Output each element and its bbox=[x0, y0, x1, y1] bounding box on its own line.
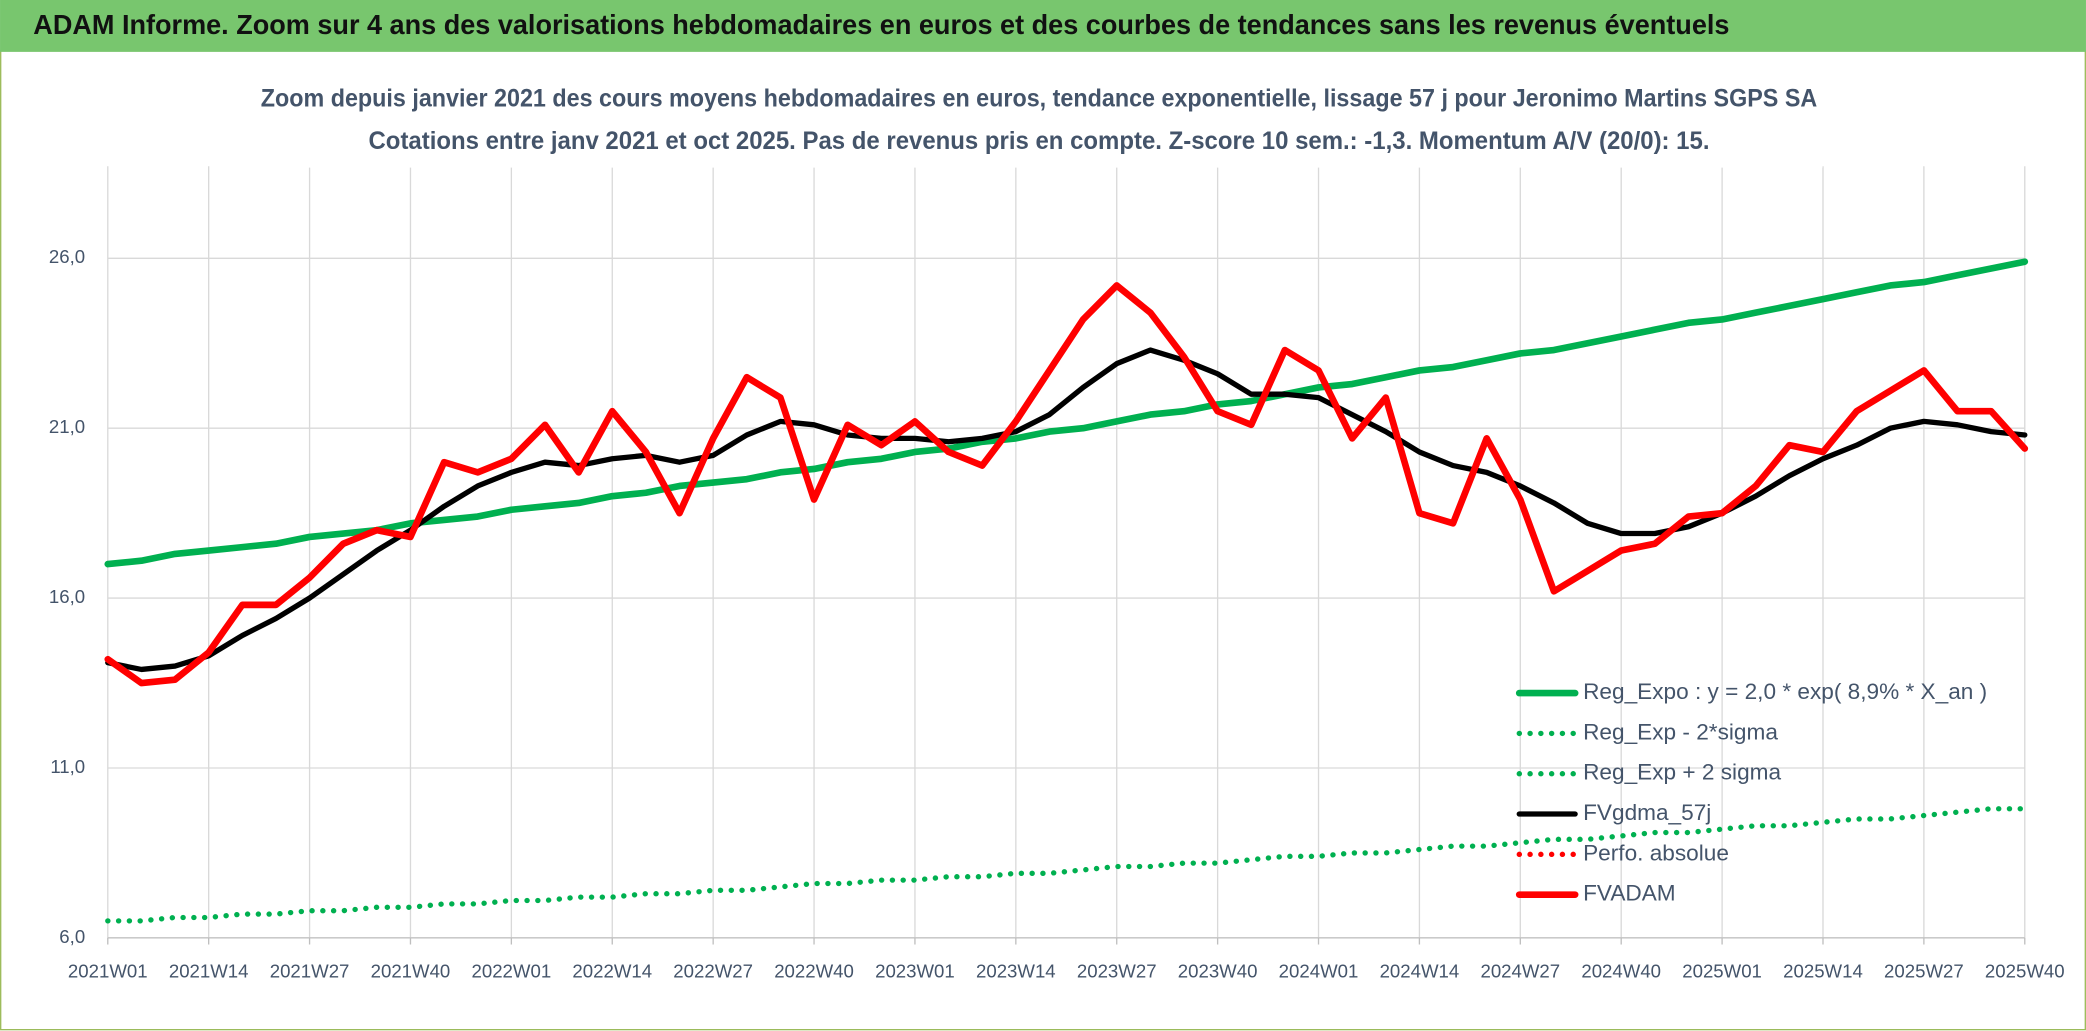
x-tick-label: 2024W27 bbox=[1480, 960, 1560, 981]
subtitle: Cotations entre janv 2021 et oct 2025. P… bbox=[369, 127, 1710, 155]
axes: 6,0 11,0 16,0 21,0 26,0 2021W01 2021W14 2021W27… bbox=[49, 246, 2065, 981]
x-tick-label: 2021W40 bbox=[371, 960, 451, 981]
series-line bbox=[104, 282, 2029, 687]
header-bar bbox=[0, 0, 2086, 52]
legend-label: Perfo. absolue bbox=[1583, 840, 1729, 865]
chart-title: ADAM Informe. Zoom sur 4 ans des valoris… bbox=[33, 9, 1729, 40]
x-tick-label: 2025W27 bbox=[1884, 960, 1964, 981]
legend-label: FVgdma_57j bbox=[1583, 800, 1711, 825]
y-tick-label: 11,0 bbox=[50, 756, 85, 777]
plot-lines bbox=[104, 258, 2029, 924]
x-tick-label: 2023W27 bbox=[1077, 960, 1157, 981]
x-tick-label: 2024W40 bbox=[1581, 960, 1661, 981]
x-tick-label: 2024W14 bbox=[1380, 960, 1460, 981]
x-tick-label: 2023W01 bbox=[875, 960, 955, 981]
series-line bbox=[105, 806, 2028, 924]
subtitle-box bbox=[252, 74, 1823, 168]
x-tick-label: 2023W40 bbox=[1178, 960, 1258, 981]
x-tick-label: 2022W27 bbox=[673, 960, 753, 981]
series-line bbox=[104, 258, 2029, 568]
x-tick-label: 2025W01 bbox=[1682, 960, 1762, 981]
y-tick-label: 16,0 bbox=[49, 586, 85, 607]
x-tick-label: 2023W14 bbox=[976, 960, 1056, 981]
legend-label: Reg_Exp + 2 sigma bbox=[1583, 760, 1781, 785]
y-tick-label: 21,0 bbox=[49, 416, 85, 437]
series-line bbox=[105, 347, 2028, 673]
x-tick-label: 2021W14 bbox=[169, 960, 249, 981]
y-tick-label: 26,0 bbox=[49, 246, 85, 267]
y-tick-label: 6,0 bbox=[59, 926, 85, 947]
subtitle: Zoom depuis janvier 2021 des cours moyen… bbox=[261, 84, 1817, 112]
x-tick-label: 2024W01 bbox=[1279, 960, 1359, 981]
legend-label: Reg_Expo : y = 2,0 * exp( 8,9% * X_an ) bbox=[1583, 679, 1987, 704]
x-tick-label: 2025W14 bbox=[1783, 960, 1863, 981]
legend: Reg_Expo : y = 2,0 * exp( 8,9% * X_an ) R… bbox=[1515, 679, 1987, 906]
x-tick-label: 2021W27 bbox=[270, 960, 350, 981]
x-tick-label: 2022W01 bbox=[472, 960, 552, 981]
x-tick-label: 2021W01 bbox=[68, 960, 148, 981]
x-tick-label: 2022W40 bbox=[774, 960, 854, 981]
x-tick-label: 2025W40 bbox=[1985, 960, 2065, 981]
legend-label: Reg_Exp - 2*sigma bbox=[1583, 719, 1778, 744]
x-tick-label: 2022W14 bbox=[572, 960, 652, 981]
legend-label: FVADAM bbox=[1583, 881, 1676, 906]
